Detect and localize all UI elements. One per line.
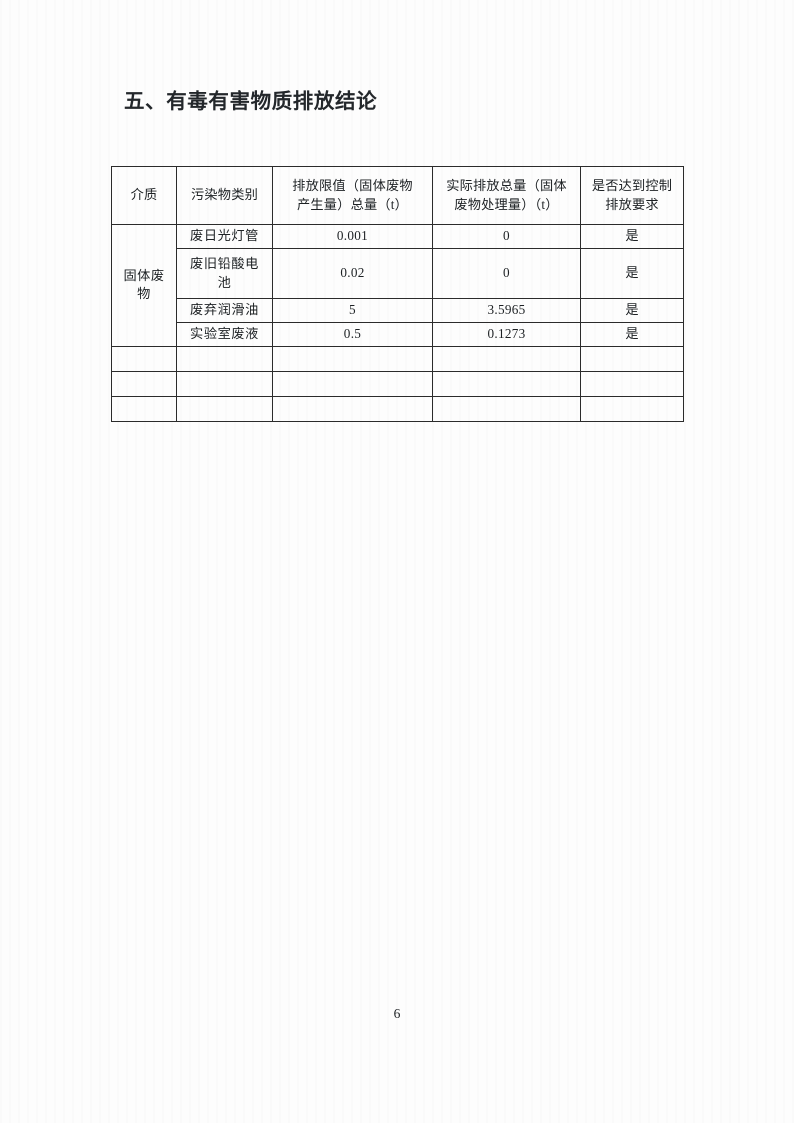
header-pollutant-category: 污染物类别 xyxy=(176,166,273,225)
table-row-empty xyxy=(111,370,684,397)
cell-category-line1: 废旧铅酸电 xyxy=(190,255,259,271)
cell-emission-limit-empty xyxy=(272,345,433,372)
cell-category-line1: 废弃润滑油 xyxy=(190,302,259,318)
cell-emission-limit: 0.5 xyxy=(272,322,433,347)
cell-meets-control-empty xyxy=(580,345,684,372)
header-pollutant-category-label: 污染物类别 xyxy=(191,187,258,203)
cell-category: 废日光灯管 xyxy=(176,224,273,249)
cell-emission-limit-empty xyxy=(272,370,433,397)
cell-category: 废弃润滑油 xyxy=(176,298,273,323)
table-row-empty xyxy=(111,395,684,422)
cell-meets-control-empty xyxy=(580,395,684,422)
cell-meets-control: 是 xyxy=(580,248,684,299)
table-header-row: 介质 污染物类别 排放限值（固体废物 产生量）总量（t） 实际排放总量（固体 废… xyxy=(111,166,684,225)
table-row-empty xyxy=(111,345,684,372)
section-heading: 五、有毒有害物质排放结论 xyxy=(124,89,378,113)
cell-medium-empty xyxy=(111,395,177,422)
cell-medium-empty xyxy=(111,370,177,397)
cell-category-line1: 废日光灯管 xyxy=(190,228,259,244)
header-actual-emission: 实际排放总量（固体 废物处理量）（t） xyxy=(432,166,581,225)
header-actual-emission-line1: 实际排放总量（固体 xyxy=(446,177,567,193)
cell-emission-limit-empty xyxy=(272,395,433,422)
page-number: 6 xyxy=(393,1006,401,1021)
header-actual-emission-line2: 废物处理量）（t） xyxy=(454,196,559,212)
table-row: 实验室废液 0.5 0.1273 是 xyxy=(112,322,684,347)
header-meets-control-line2: 排放要求 xyxy=(605,196,659,212)
cell-category: 废旧铅酸电 池 xyxy=(176,248,273,299)
header-medium-label: 介质 xyxy=(130,187,158,203)
table-row: 固体废 物 废日光灯管 0.001 0 是 xyxy=(111,224,684,347)
cell-actual-emission: 0 xyxy=(432,224,581,249)
cell-category-line2: 池 xyxy=(217,274,232,290)
cell-meets-control: 是 xyxy=(580,224,684,249)
table-row: 废旧铅酸电 池 0.02 0 是 xyxy=(112,248,684,299)
cell-actual-emission: 3.5965 xyxy=(432,298,581,323)
header-emission-limit: 排放限值（固体废物 产生量）总量（t） xyxy=(272,166,433,225)
medium-solid-waste-line2: 物 xyxy=(137,286,151,302)
cell-meets-control: 是 xyxy=(580,322,684,347)
header-meets-control-line1: 是否达到控制 xyxy=(591,177,673,193)
cell-category-line1: 实验室废液 xyxy=(190,326,259,341)
emissions-table: 介质 污染物类别 排放限值（固体废物 产生量）总量（t） 实际排放总量（固体 废… xyxy=(111,166,684,422)
header-emission-limit-line1: 排放限值（固体废物 xyxy=(292,177,413,193)
header-emission-limit-line2: 产生量）总量（t） xyxy=(297,196,408,212)
cell-category-empty xyxy=(176,345,273,372)
emissions-table-container: 介质 污染物类别 排放限值（固体废物 产生量）总量（t） 实际排放总量（固体 废… xyxy=(111,166,684,422)
cell-actual-emission-empty xyxy=(432,345,581,372)
cell-actual-emission-empty xyxy=(432,370,581,397)
cell-category-empty xyxy=(176,395,273,422)
header-meets-control: 是否达到控制 排放要求 xyxy=(580,166,684,225)
medium-solid-waste-line1: 固体废 xyxy=(123,267,165,283)
table-row: 废弃润滑油 5 3.5965 是 xyxy=(112,298,684,323)
cell-actual-emission: 0.1273 xyxy=(432,322,581,347)
cell-category: 实验室废液 xyxy=(176,322,273,347)
cell-actual-emission-empty xyxy=(432,395,581,422)
cell-medium-empty xyxy=(111,345,177,372)
cell-meets-control-empty xyxy=(580,370,684,397)
medium-solid-waste-cell: 固体废 物 xyxy=(111,224,177,347)
cell-actual-emission: 0 xyxy=(432,248,581,299)
cell-meets-control: 是 xyxy=(580,298,684,323)
cell-category-empty xyxy=(176,370,273,397)
cell-emission-limit: 5 xyxy=(272,298,433,323)
cell-emission-limit: 0.001 xyxy=(272,224,433,249)
header-medium: 介质 xyxy=(111,166,177,225)
cell-emission-limit: 0.02 xyxy=(272,248,433,299)
